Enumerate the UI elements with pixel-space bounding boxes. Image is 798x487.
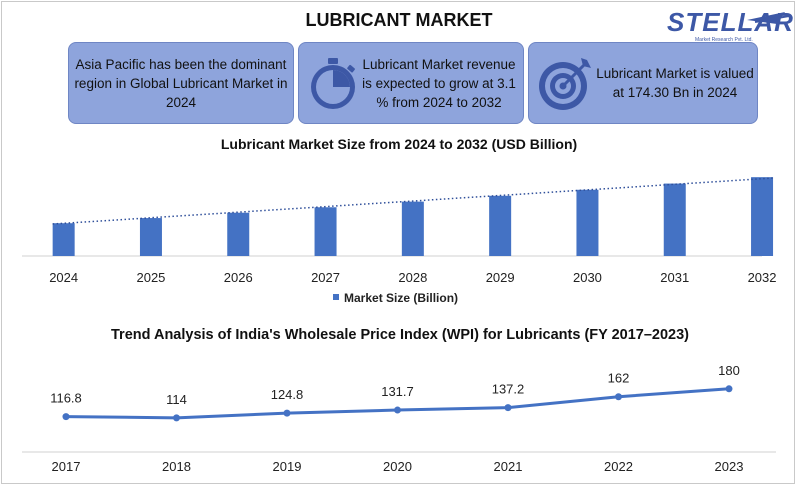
x-tick-label-2018: 2018 — [162, 459, 191, 474]
logo-name: STELLAR — [667, 7, 794, 37]
bar-2024 — [52, 223, 75, 256]
point-2018 — [173, 414, 180, 422]
x-tick-label-2021: 2021 — [494, 459, 523, 474]
data-label-2020: 131.7 — [381, 384, 414, 399]
bar-2025 — [139, 218, 162, 256]
point-2017 — [62, 413, 70, 421]
stopwatch-icon — [311, 58, 355, 109]
data-label-2017: 116.8 — [50, 391, 82, 406]
info-box-region: Asia Pacific has been the dominant regio… — [68, 42, 294, 124]
x-tick-label-2027: 2027 — [311, 270, 340, 285]
point-2023 — [725, 385, 733, 393]
bar-2031 — [663, 183, 686, 256]
bar-2029 — [489, 195, 512, 256]
x-tick-label-2023: 2023 — [715, 459, 744, 474]
bar-2032 — [751, 177, 774, 256]
x-tick-label-2031: 2031 — [660, 270, 689, 285]
data-label-2022: 162 — [608, 371, 630, 386]
x-tick-label-2017: 2017 — [52, 459, 81, 474]
x-tick-label-2024: 2024 — [49, 270, 78, 285]
point-2021 — [504, 404, 512, 412]
bar-2028 — [401, 201, 424, 256]
bar-2026 — [227, 212, 250, 256]
x-tick-label-2032: 2032 — [748, 270, 777, 285]
bar-chart-title: Lubricant Market Size from 2024 to 2032 … — [220, 136, 578, 152]
data-label-2019: 124.8 — [271, 387, 304, 402]
target-icon — [539, 58, 591, 110]
data-label-2023: 180 — [718, 363, 740, 378]
bar-2027 — [314, 207, 337, 256]
trendline — [52, 177, 774, 225]
data-label-2018: 114 — [166, 392, 187, 407]
x-tick-label-2020: 2020 — [383, 459, 412, 474]
info-text-region: Asia Pacific has been the dominant regio… — [74, 56, 288, 110]
logo-subtitle: Market Research Pvt. Ltd. — [695, 37, 753, 43]
x-tick-label-2025: 2025 — [136, 270, 165, 285]
page-title: LUBRICANT MARKET — [305, 10, 493, 30]
x-tick-label-2019: 2019 — [273, 459, 302, 474]
x-tick-label-2028: 2028 — [398, 270, 427, 285]
point-2019 — [283, 409, 291, 417]
line-chart-title: Trend Analysis of India's Wholesale Pric… — [111, 327, 689, 343]
info-box-growth: Lubricant Market revenue is expected to … — [298, 42, 524, 124]
x-tick-label-2022: 2022 — [604, 459, 633, 474]
legend-swatch — [333, 294, 339, 300]
x-tick-label-2029: 2029 — [486, 270, 515, 285]
legend-label: Market Size (Billion) — [344, 291, 458, 305]
point-2020 — [394, 406, 401, 414]
info-box-value: Lubricant Market is valued at 174.30 Bn … — [528, 42, 758, 124]
data-label-2021: 137.2 — [492, 382, 525, 397]
info-text-value: Lubricant Market is valued at 174.30 Bn … — [596, 66, 754, 100]
stellar-logo: STELLAR Market Research Pvt. Ltd. — [655, 4, 795, 48]
point-2022 — [615, 393, 622, 401]
info-text-growth: Lubricant Market revenue is expected to … — [362, 56, 516, 110]
bar-2030 — [576, 189, 599, 256]
x-tick-label-2030: 2030 — [573, 270, 602, 285]
x-tick-label-2026: 2026 — [224, 270, 253, 285]
